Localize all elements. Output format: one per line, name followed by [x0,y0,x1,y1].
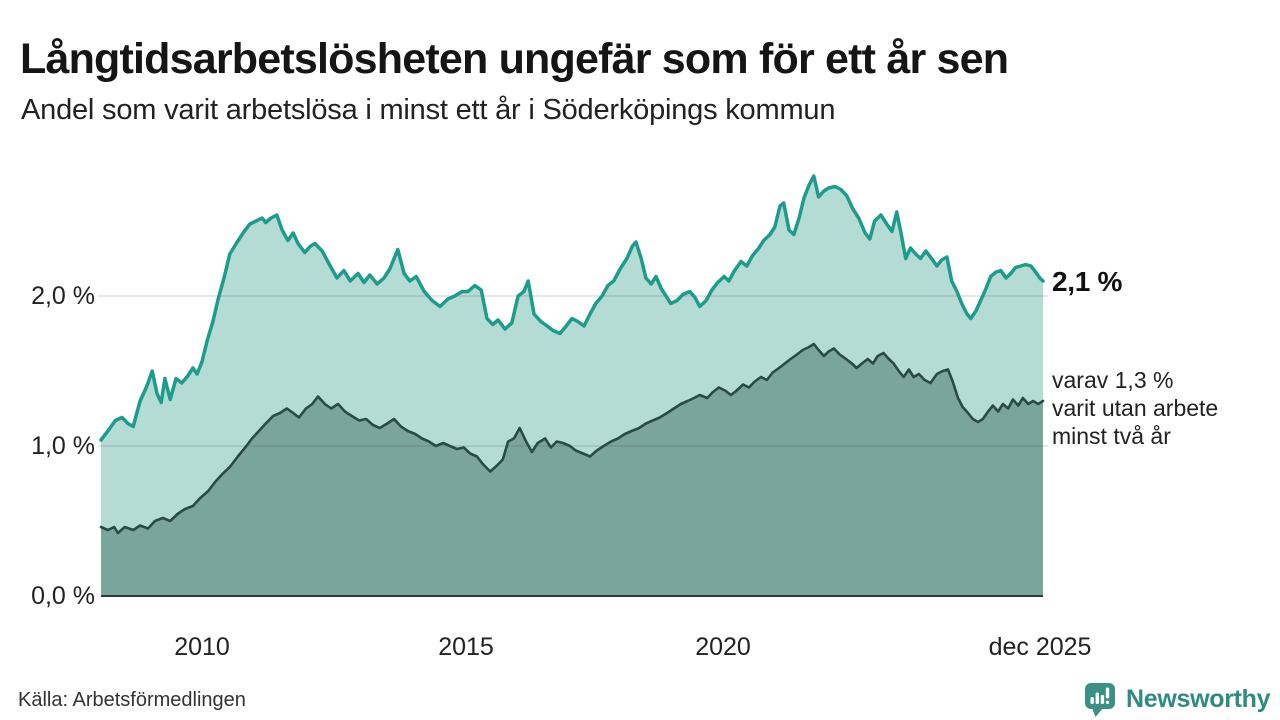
series-line-0 [99,174,1045,442]
y-axis-label-2: 2,0 % [31,282,95,310]
area-fill-1 [101,344,1043,596]
x-axis-label-2010: 2010 [174,633,230,661]
sub-series-annotation: varav 1,3 % varit utan arbete minst två … [1052,366,1218,450]
source-attribution: Källa: Arbetsförmedlingen [18,689,246,711]
brand-name: Newsworthy [1126,685,1271,713]
annotation-line-2: varit utan arbete [1052,395,1219,421]
annotation-line-3: minst två år [1052,423,1171,449]
bar-chart-bubble-icon [1085,683,1115,717]
x-axis-label-2015: 2015 [438,633,494,661]
y-axis-label-0: 0,0 % [31,582,95,610]
y-axis-label-1: 1,0 % [31,432,95,460]
chart-subtitle: Andel som varit arbetslösa i minst ett å… [21,94,836,126]
x-axis-label-2020: 2020 [695,633,751,661]
series-line-1 [99,342,1045,535]
annotation-line-1: varav 1,3 % [1052,367,1174,393]
newsworthy-logo: Newsworthy [1084,682,1271,718]
latest-value-annotation: 2,1 % [1052,266,1123,297]
page-title: Långtidsarbetslösheten ungefär som för e… [20,34,1009,83]
x-axis-label-dec-2025: dec 2025 [988,633,1092,661]
